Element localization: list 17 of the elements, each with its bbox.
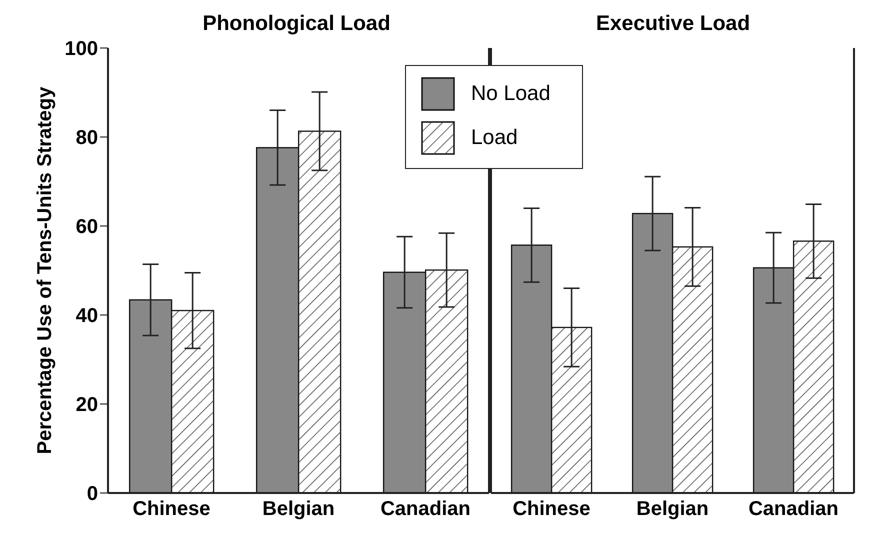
y-tick-label: 0 (86, 483, 98, 506)
y-tick-label: 80 (76, 127, 98, 150)
x-tick-label: Belgian (262, 498, 335, 520)
x-tick-label: Canadian (380, 498, 471, 520)
chart-title: Executive Load (594, 11, 752, 37)
x-tick-label: Chinese (512, 498, 590, 520)
y-axis-title: Percentage Use of Tens-Units Strategy (34, 86, 56, 454)
legend-label: Load (471, 126, 518, 150)
x-tick-label: Chinese (132, 498, 210, 520)
y-tick-label: 60 (76, 216, 98, 238)
y-tick-label: 100 (64, 38, 98, 60)
x-tick-label: Canadian (748, 498, 839, 520)
y-tick-label: 20 (76, 394, 98, 416)
legend-label: No Load (471, 82, 550, 106)
chart-title: Phonological Load (202, 11, 392, 37)
x-tick-label: Belgian (636, 498, 709, 520)
y-tick-label: 40 (76, 305, 98, 328)
